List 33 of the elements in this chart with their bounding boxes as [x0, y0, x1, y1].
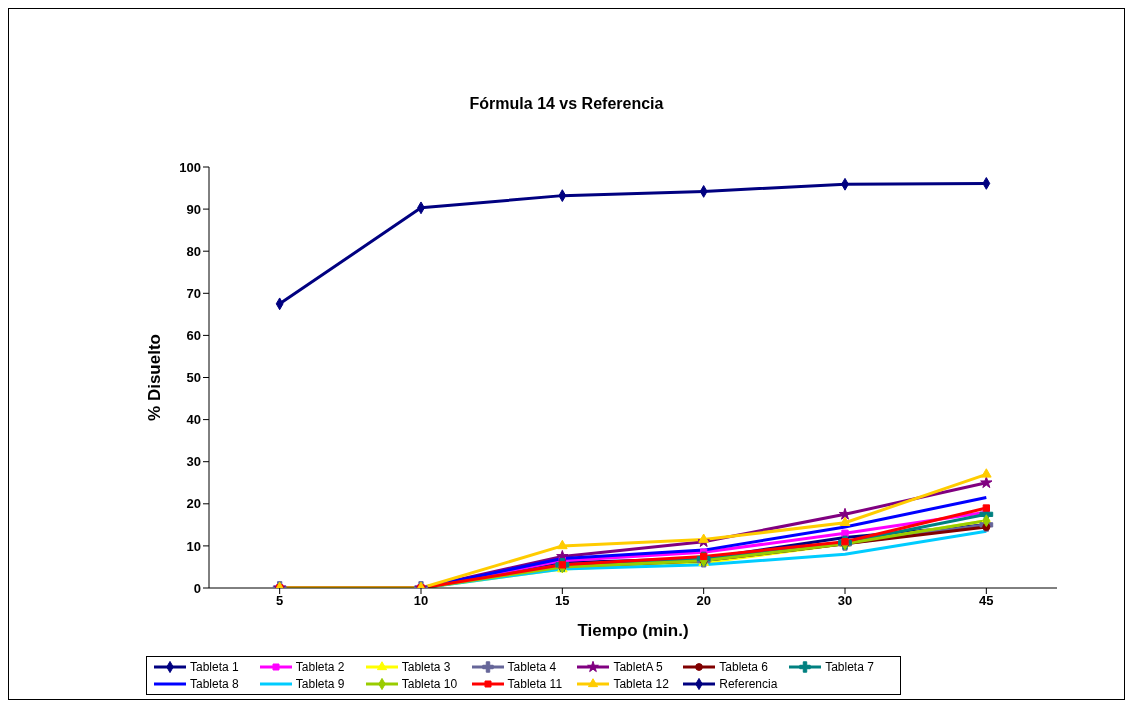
y-tick-label: 30 — [186, 454, 201, 470]
x-tick-label: 5 — [276, 593, 284, 609]
legend-label: Tableta 3 — [400, 660, 452, 674]
legend-label: Tableta 11 — [506, 677, 564, 691]
legend-label: Tableta 9 — [294, 677, 346, 691]
y-tick-label: 20 — [186, 496, 201, 512]
legend-label: Tableta 10 — [400, 677, 459, 691]
x-tick-label: 15 — [555, 593, 570, 609]
legend-label: Tableta 4 — [506, 660, 558, 674]
legend-label: Tableta 2 — [294, 660, 346, 674]
x-tick-label: 45 — [979, 593, 994, 609]
y-tick-label: 80 — [186, 243, 201, 259]
legend-label: Referencia — [718, 677, 779, 691]
y-tick-label: 100 — [179, 159, 201, 175]
x-tick-label: 20 — [696, 593, 711, 609]
y-tick-label: 50 — [186, 370, 201, 386]
y-tick-label: 0 — [193, 580, 201, 596]
legend-label: Tableta 8 — [189, 677, 240, 691]
legend-label: Tableta 7 — [824, 660, 875, 674]
y-tick-label: 90 — [186, 201, 201, 217]
y-tick-label: 40 — [186, 412, 201, 428]
y-axis-title: % Disuelto — [145, 334, 165, 421]
legend-label: TabletA 5 — [612, 660, 664, 674]
chart-title: Fórmula 14 vs Referencia — [468, 95, 665, 113]
legend-label: Tableta 12 — [612, 677, 670, 691]
y-tick-label: 10 — [186, 538, 201, 554]
y-tick-label: 70 — [186, 285, 201, 301]
x-tick-label: 10 — [413, 593, 429, 609]
x-axis-title: Tiempo (min.) — [577, 621, 689, 640]
x-tick-label: 30 — [837, 593, 853, 609]
legend-label: Tableta 6 — [718, 660, 769, 674]
legend-label: Tableta 1 — [189, 660, 240, 674]
y-tick-label: 60 — [186, 328, 201, 344]
